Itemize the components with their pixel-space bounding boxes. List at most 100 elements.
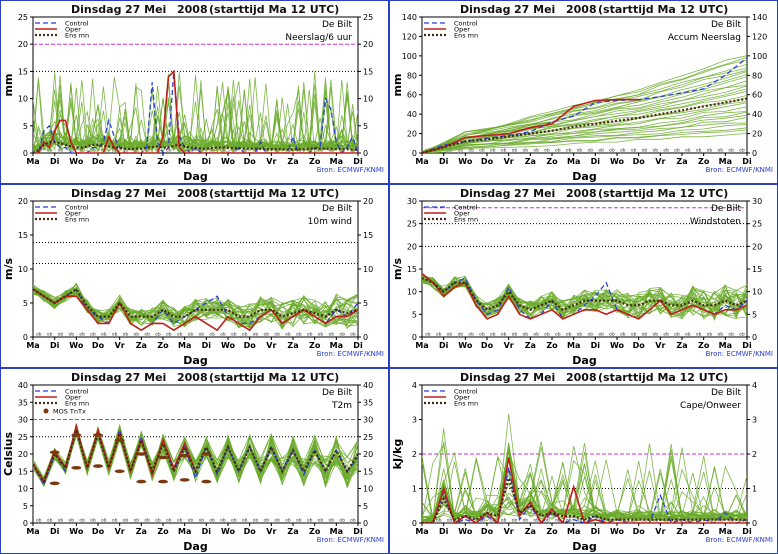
legend-label: MOS TnTx (53, 408, 86, 416)
ob-marker: ob (144, 518, 150, 524)
y-tick-label-left: 5 (23, 502, 28, 511)
mos-tx-marker (93, 433, 103, 437)
y-tick-label-right: 15 (363, 467, 373, 476)
y-tick-label-right: 140 (752, 13, 767, 22)
x-tick-label: Ma (567, 157, 580, 166)
header-date: 27 Mei (514, 187, 555, 200)
mos-tx-marker (158, 455, 168, 460)
plot-area (33, 241, 358, 332)
y-tick-label-right: 20 (752, 130, 762, 139)
ob-marker: ob (307, 332, 313, 338)
ensmn-line (422, 97, 747, 153)
legend-mos-swatch (43, 408, 49, 414)
y-tick-label-right: 0 (752, 149, 757, 158)
header-year: 2008 (177, 3, 208, 16)
ensemble-member-line (422, 63, 747, 153)
x-axis-label: Dag (183, 354, 207, 367)
ensemble-member-line (422, 71, 747, 153)
ob-marker: ob (69, 332, 75, 338)
ensemble-member-line (33, 426, 358, 487)
legend-label: Ens mn (454, 216, 478, 224)
ob-marker: ob (296, 332, 302, 338)
y-axis-label: mm (391, 74, 404, 97)
ob-marker: ob (631, 332, 637, 338)
legend-label: Ens mn (65, 32, 89, 40)
ob-marker: ob (242, 518, 248, 524)
y-tick-label-left: 140 (402, 13, 417, 22)
ensemble-member-line (422, 446, 747, 523)
ob-marker: ob (620, 332, 626, 338)
x-tick-label: Ma (719, 527, 732, 536)
header-run: (starttijd Ma 12 UTC) (209, 3, 339, 16)
ob-marker: ob (588, 148, 594, 154)
station-label: De Bilt (711, 20, 742, 30)
y-tick-label-left: 80 (407, 71, 417, 80)
ob-marker: ob (69, 518, 75, 524)
ob-marker: ob (318, 148, 324, 154)
x-tick-label: Wo (458, 527, 473, 536)
y-tick-label-left: 30 (407, 197, 417, 206)
ob-marker: ob (566, 332, 572, 338)
ensemble-member-line (422, 457, 747, 521)
source-label: Bron: ECMWF/KNMI (706, 536, 773, 544)
ob-marker: ob (36, 518, 42, 524)
x-tick-label: Do (92, 341, 105, 350)
chart-cape: Dinsdag 27 Mei 2008 (starttijd Ma 12 UTC) 0 0… (391, 371, 773, 553)
y-tick-label-right: 25 (752, 220, 762, 229)
ensemble-member-line (422, 447, 747, 522)
legend-label: Control (454, 388, 478, 396)
ob-marker: ob (285, 332, 291, 338)
mos-tx-marker (201, 452, 212, 456)
ob-marker: ob (177, 332, 183, 338)
mos-tn-marker (93, 464, 103, 468)
x-tick-label: Di (353, 341, 363, 350)
x-tick-label: Vr (655, 341, 665, 350)
ob-marker: ob (566, 148, 572, 154)
header-run: (starttijd Ma 12 UTC) (209, 371, 339, 384)
ob-marker: ob (90, 332, 96, 338)
ob-marker: ob (264, 518, 270, 524)
x-tick-label: Ma (719, 157, 732, 166)
y-tick-label-left: 35 (18, 398, 28, 407)
oper-line (422, 272, 747, 320)
x-tick-label: Za (136, 527, 147, 536)
ensemble-member-line (422, 446, 747, 522)
mos-tn-marker (201, 479, 212, 484)
ob-marker: ob (577, 518, 583, 524)
y-tick-label-left: 0 (23, 149, 28, 158)
header-date: 27 Mei (125, 187, 166, 200)
source-label: Bron: ECMWF/KNMI (317, 350, 384, 358)
ob-marker: ob (631, 518, 637, 524)
ob-marker: ob (436, 518, 442, 524)
ob-marker: ob (101, 518, 107, 524)
panel-wind: Dinsdag 27 Mei 2008 (starttijd Ma 12 UTC) 0 0… (0, 184, 389, 368)
ensemble-member-line (422, 90, 747, 152)
x-tick-label: Zo (546, 157, 558, 166)
y-tick-label-left: 15 (18, 231, 28, 240)
x-tick-label: Ma (415, 341, 428, 350)
x-tick-label: Zo (309, 527, 321, 536)
x-tick-label: Ma (719, 341, 732, 350)
ob-marker: ob (134, 332, 140, 338)
station-label: De Bilt (322, 20, 353, 30)
ob-marker: ob (739, 148, 745, 154)
x-tick-label: Do (244, 157, 257, 166)
x-tick-label: Zo (157, 527, 169, 536)
ob-marker: ob (501, 518, 507, 524)
ob-marker: ob (598, 148, 604, 154)
x-tick-label: Vr (266, 341, 276, 350)
plot-area (422, 55, 747, 153)
x-tick-label: Wo (610, 527, 625, 536)
chart-header: Dinsdag 27 Mei 2008 (starttijd Ma 12 UTC) (71, 371, 339, 384)
legend-label: Oper (65, 394, 81, 402)
y-tick-label-left: 20 (18, 40, 28, 49)
ob-marker: ob (728, 518, 734, 524)
source-label: Bron: ECMWF/KNMI (317, 536, 384, 544)
x-tick-label: Ma (178, 157, 191, 166)
ob-marker: ob (468, 332, 474, 338)
ob-marker: ob (123, 518, 129, 524)
x-tick-label: Za (676, 527, 687, 536)
y-tick-label-left: 2 (412, 450, 417, 459)
y-tick-label-left: 10 (407, 288, 417, 297)
x-tick-label: Wo (610, 157, 625, 166)
